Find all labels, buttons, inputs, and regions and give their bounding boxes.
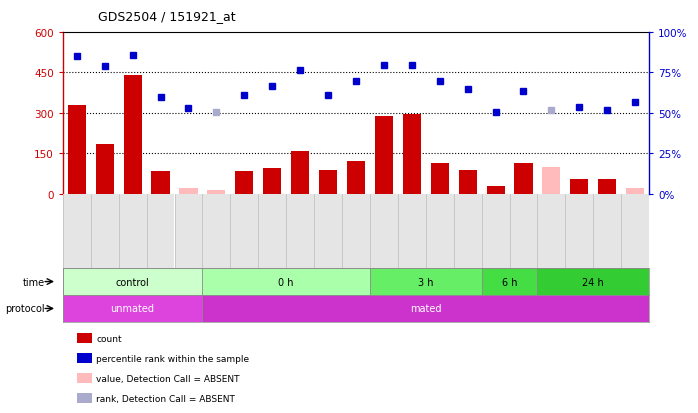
Bar <box>342 194 370 268</box>
Text: rank, Detection Call = ABSENT: rank, Detection Call = ABSENT <box>96 394 235 403</box>
Text: unmated: unmated <box>110 304 155 314</box>
Bar <box>403 115 421 194</box>
Bar <box>482 194 510 268</box>
Bar <box>431 163 449 194</box>
Bar <box>202 295 649 322</box>
Bar <box>482 268 537 295</box>
Bar <box>258 194 286 268</box>
Bar <box>207 191 225 194</box>
Text: 24 h: 24 h <box>582 277 604 287</box>
Bar <box>235 171 253 194</box>
Bar <box>314 194 342 268</box>
Bar <box>96 145 114 194</box>
Bar <box>291 152 309 194</box>
Bar <box>598 179 616 194</box>
Text: GDS2504 / 151921_at: GDS2504 / 151921_at <box>98 10 235 23</box>
Bar <box>147 194 174 268</box>
Bar <box>370 268 482 295</box>
Bar <box>426 194 454 268</box>
Bar <box>454 194 482 268</box>
Bar <box>459 171 477 194</box>
Bar <box>63 194 91 268</box>
Text: 0 h: 0 h <box>279 277 294 287</box>
Bar <box>319 171 337 194</box>
Bar <box>487 186 505 194</box>
Bar <box>347 162 365 194</box>
Bar <box>68 106 86 194</box>
Text: 6 h: 6 h <box>502 277 517 287</box>
Bar <box>63 268 202 295</box>
Bar <box>398 194 426 268</box>
Bar <box>263 169 281 194</box>
Bar <box>179 188 198 194</box>
Bar <box>570 179 588 194</box>
Bar <box>151 171 170 194</box>
Bar <box>202 194 230 268</box>
Bar <box>63 295 202 322</box>
Text: value, Detection Call = ABSENT: value, Detection Call = ABSENT <box>96 374 240 383</box>
Bar <box>286 194 314 268</box>
Bar <box>370 194 398 268</box>
Text: mated: mated <box>410 304 442 314</box>
Text: time: time <box>23 277 45 287</box>
Bar <box>626 188 644 194</box>
Text: control: control <box>116 277 149 287</box>
Bar <box>91 194 119 268</box>
Bar <box>565 194 593 268</box>
Bar <box>375 116 393 194</box>
Bar <box>510 194 537 268</box>
Bar <box>230 194 258 268</box>
Bar <box>514 163 533 194</box>
Bar <box>174 194 202 268</box>
Bar <box>202 268 370 295</box>
Bar <box>542 167 560 194</box>
Bar <box>537 268 649 295</box>
Text: percentile rank within the sample: percentile rank within the sample <box>96 354 249 363</box>
Bar <box>621 194 649 268</box>
Bar <box>119 194 147 268</box>
Bar <box>124 76 142 194</box>
Text: 3 h: 3 h <box>418 277 433 287</box>
Bar <box>593 194 621 268</box>
Bar <box>537 194 565 268</box>
Text: protocol: protocol <box>6 304 45 314</box>
Text: count: count <box>96 334 122 343</box>
